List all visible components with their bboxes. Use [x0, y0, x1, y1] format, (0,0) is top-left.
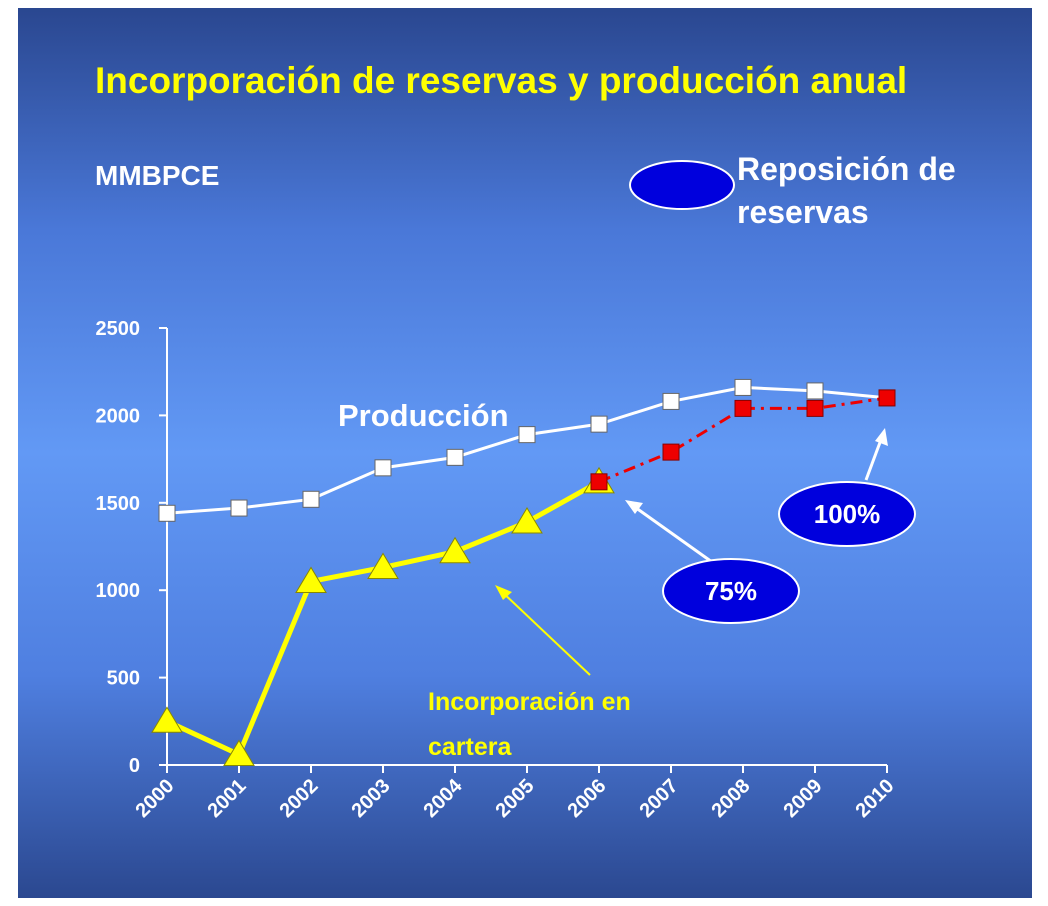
x-tick-label: 2005 [492, 775, 539, 822]
y-tick-label: 2000 [96, 405, 141, 427]
x-tick-label: 2003 [348, 775, 395, 822]
data-point [151, 706, 183, 733]
arrow-head [495, 585, 512, 600]
x-tick-label: 2006 [564, 775, 611, 822]
x-tick-label: 2009 [780, 775, 827, 822]
data-point [806, 399, 824, 417]
data-point [590, 415, 608, 433]
x-tick-label: 2004 [420, 774, 468, 822]
data-point [446, 448, 464, 466]
series-label: Producción [338, 398, 509, 433]
x-tick-label: 2007 [636, 775, 683, 822]
data-point [662, 443, 680, 461]
x-tick-label: 2008 [708, 775, 755, 822]
data-point [878, 389, 896, 407]
subtitle: MMBPCE [95, 160, 220, 191]
annotation-bubble [778, 481, 916, 547]
y-tick-label: 0 [129, 755, 140, 777]
series-label: Incorporación en cartera [428, 688, 631, 761]
data-point [511, 507, 543, 534]
arrow-head [625, 500, 643, 514]
x-tick-label: 2000 [132, 775, 179, 822]
data-point [518, 426, 536, 444]
slide [18, 8, 1032, 898]
data-point [734, 399, 752, 417]
series-line [166, 385, 888, 515]
legend-key [629, 160, 735, 210]
annotation: 75% [705, 576, 757, 606]
legend-label: Reposición de reservas [737, 151, 956, 230]
annotation: 100% [814, 499, 881, 529]
data-point [302, 490, 320, 508]
data-point [806, 382, 824, 400]
annotation-bubble [662, 558, 800, 624]
arrow [631, 503, 713, 564]
x-tick-label: 2001 [204, 775, 251, 822]
x-tick-label: 2002 [276, 775, 323, 822]
data-point [295, 566, 327, 593]
data-point [374, 459, 392, 477]
data-point [439, 536, 471, 564]
chart-title: Incorporación de reservas y producción a… [95, 60, 908, 101]
arrow [499, 589, 591, 676]
arrow-head [875, 428, 888, 446]
data-point [734, 378, 752, 396]
data-point [158, 504, 176, 522]
y-tick-label: 1500 [96, 493, 141, 515]
data-point [590, 473, 608, 491]
x-tick-label: 2010 [852, 775, 899, 822]
data-point [367, 552, 399, 579]
y-tick-label: 1000 [96, 580, 141, 602]
data-point [662, 392, 680, 410]
data-point [230, 499, 248, 517]
y-tick-label: 2500 [96, 318, 141, 340]
y-tick-label: 500 [107, 668, 140, 690]
data-point [223, 739, 255, 767]
arrow [864, 436, 884, 481]
